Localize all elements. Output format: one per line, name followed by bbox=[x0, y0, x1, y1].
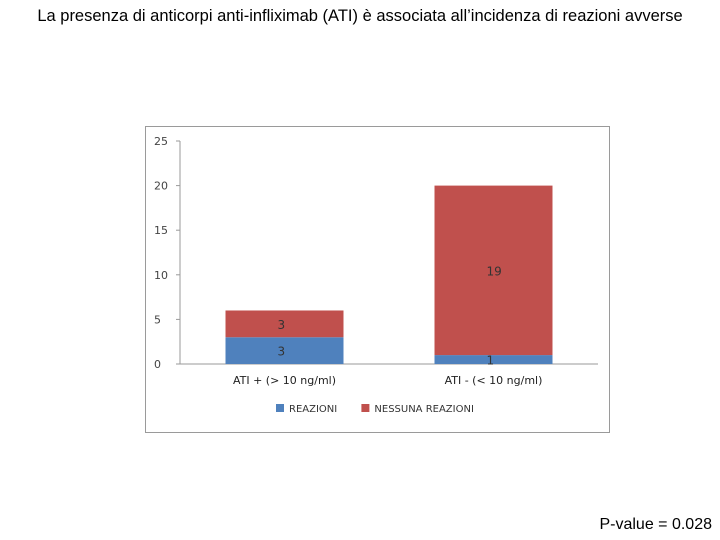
y-tick-label: 20 bbox=[154, 180, 168, 193]
category-label: ATI + (> 10 ng/ml) bbox=[233, 374, 336, 387]
bar-segment bbox=[225, 310, 344, 338]
y-tick-label: 0 bbox=[154, 358, 161, 371]
p-value: P-value = 0.028 bbox=[599, 516, 712, 533]
slide-title: La presenza di anticorpi anti-infliximab… bbox=[37, 7, 683, 25]
y-tick-label: 15 bbox=[154, 224, 168, 237]
legend-swatch bbox=[361, 404, 370, 412]
legend-entry: REAZIONI bbox=[289, 404, 337, 415]
y-tick-label: 25 bbox=[154, 135, 168, 148]
data-label: 19 bbox=[487, 264, 502, 278]
data-label: 3 bbox=[278, 345, 286, 359]
bar-segment bbox=[434, 185, 553, 356]
chart-frame: 0 5 10 15 20 25 3 3 ATI + (> 10 ng/ml) 1 19 ATI - (… bbox=[145, 126, 610, 433]
y-tick-label: 5 bbox=[154, 313, 161, 326]
legend-entry: NESSUNA REAZIONI bbox=[374, 404, 474, 415]
data-label: 1 bbox=[487, 354, 495, 368]
y-tick-label: 10 bbox=[154, 269, 168, 282]
legend-swatch bbox=[276, 404, 284, 412]
bar-segment bbox=[434, 355, 553, 364]
bar-segment bbox=[225, 337, 344, 364]
category-label: ATI - (< 10 ng/ml) bbox=[445, 374, 543, 387]
data-label: 3 bbox=[278, 318, 286, 332]
stacked-bar-chart: 0 5 10 15 20 25 3 3 ATI + (> 10 ng/ml) 1 19 ATI - (… bbox=[154, 135, 598, 415]
